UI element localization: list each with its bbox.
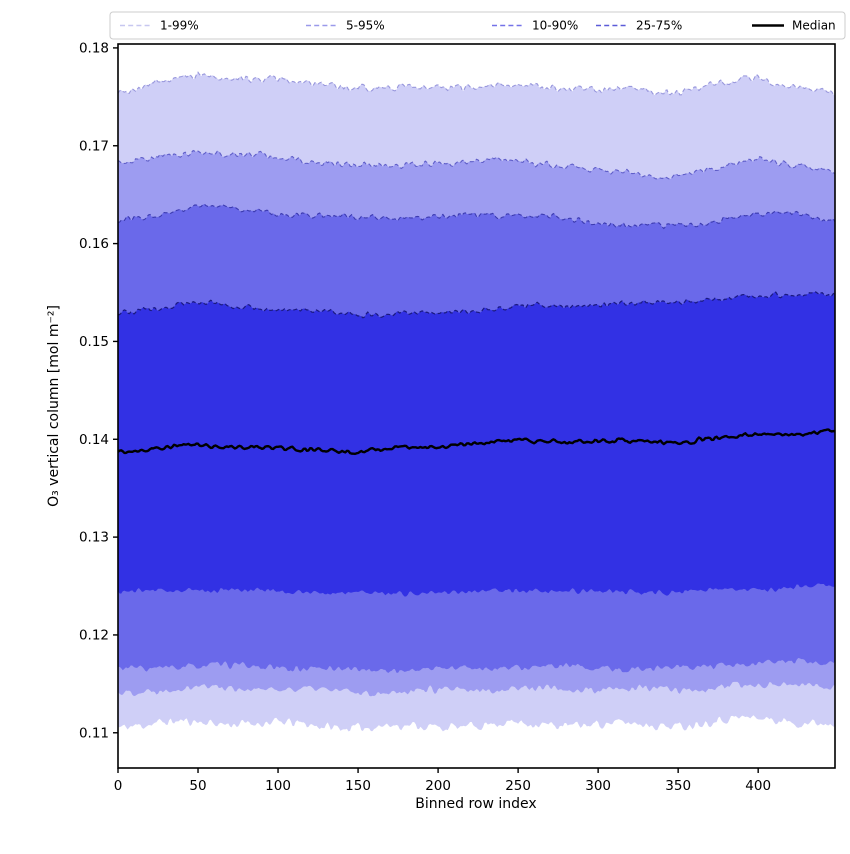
y-tick-label: 0.12 — [79, 627, 109, 643]
legend-entries: 1-99% 5-95% 10-90% 25-75% Median — [120, 19, 836, 33]
axes-frame — [117, 43, 836, 769]
y-tick-label: 0.13 — [79, 530, 109, 546]
y-axis-ticks: 0.11 0.12 0.13 0.14 0.15 0.16 0.17 0.18 — [79, 40, 118, 741]
legend-item-label: 25-75% — [636, 19, 682, 33]
legend-item-label: Median — [792, 19, 836, 33]
legend-item-label: 5-95% — [346, 19, 385, 33]
x-tick-label: 100 — [265, 778, 291, 794]
legend-item-label: 1-99% — [160, 19, 199, 33]
y-tick-label: 0.14 — [79, 432, 109, 448]
y-tick-label: 0.18 — [79, 40, 109, 56]
median-line — [118, 428, 835, 456]
x-tick-label: 50 — [189, 778, 206, 794]
legend: 1-99% 5-95% 10-90% 25-75% Median — [109, 11, 846, 40]
x-tick-label: 300 — [585, 778, 611, 794]
x-tick-label: 150 — [345, 778, 371, 794]
edge-5-95% — [118, 149, 835, 180]
x-axis-label: Binned row index — [415, 796, 536, 812]
x-tick-label: 0 — [114, 778, 123, 794]
edge-25-75% — [118, 291, 835, 319]
y-tick-label: 0.17 — [79, 138, 109, 154]
x-tick-label: 350 — [665, 778, 691, 794]
x-tick-label: 400 — [745, 778, 771, 794]
percentile-edge-lines — [118, 71, 835, 319]
x-axis-ticks: 0 50 100 150 200 250 300 350 400 — [114, 768, 771, 794]
edge-1-99% — [118, 71, 835, 97]
x-tick-label: 250 — [505, 778, 531, 794]
x-tick-label: 200 — [425, 778, 451, 794]
y-tick-label: 0.16 — [79, 236, 109, 252]
edge-10-90% — [118, 203, 835, 230]
y-tick-label: 0.11 — [79, 725, 109, 741]
y-axis-label: O₃ vertical column [mol m⁻²] — [46, 305, 62, 507]
legend-item-label: 10-90% — [532, 19, 578, 33]
legend-box — [109, 11, 846, 40]
median-path — [118, 428, 835, 456]
y-tick-label: 0.15 — [79, 334, 109, 350]
percentile-bands — [118, 72, 835, 732]
